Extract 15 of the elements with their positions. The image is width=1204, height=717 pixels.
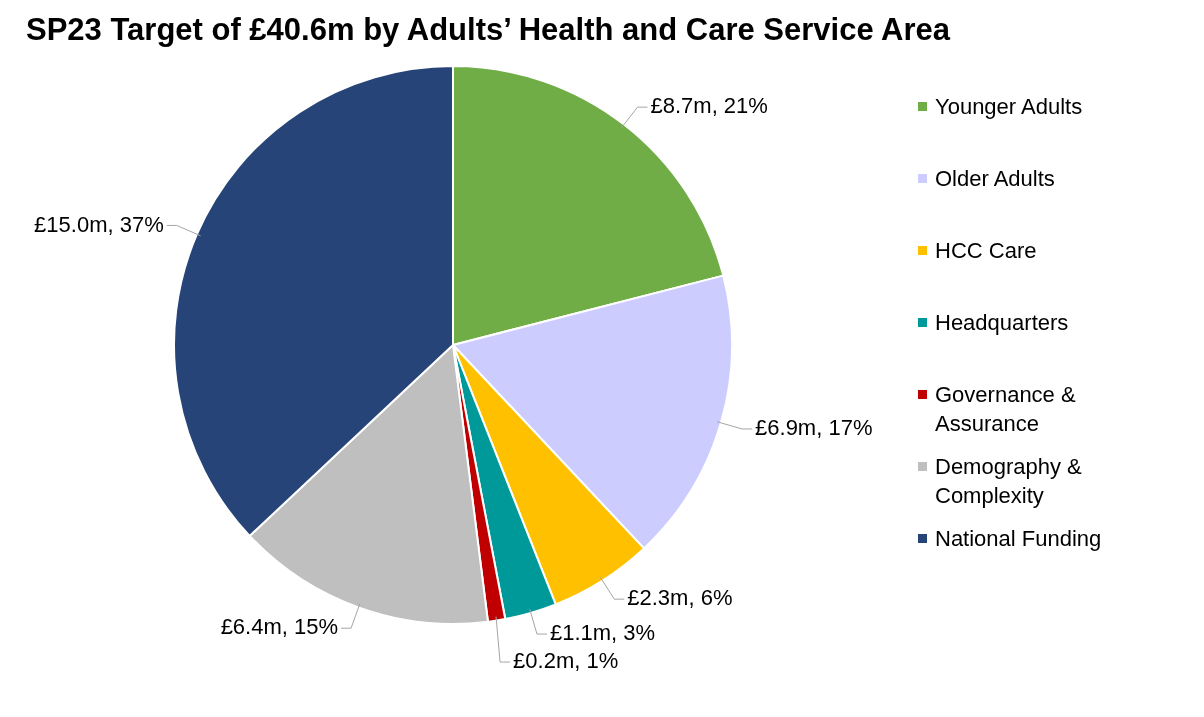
legend-label: Younger Adults bbox=[935, 93, 1083, 121]
legend-label: Older Adults bbox=[935, 165, 1055, 193]
data-label: £0.2m, 1% bbox=[513, 648, 619, 674]
chart-title: SP23 Target of £40.6m by Adults’ Health and Care Service Area bbox=[25, 11, 952, 49]
data-label: £8.7m, 21% bbox=[650, 93, 768, 119]
data-label: £6.4m, 15% bbox=[220, 614, 339, 640]
data-label: £15.0m, 37% bbox=[34, 211, 164, 237]
legend-label: Governance & Assurance bbox=[935, 381, 1077, 438]
legend-label: Headquarters bbox=[935, 309, 1069, 337]
legend-label: National Funding bbox=[935, 525, 1102, 553]
data-label: £1.1m, 3% bbox=[549, 620, 656, 646]
legend-label: Demography & Complexity bbox=[935, 453, 1083, 510]
data-label: £2.3m, 6% bbox=[627, 585, 733, 611]
legend-label: HCC Care bbox=[935, 237, 1037, 265]
data-label: £6.9m, 17% bbox=[755, 415, 873, 441]
